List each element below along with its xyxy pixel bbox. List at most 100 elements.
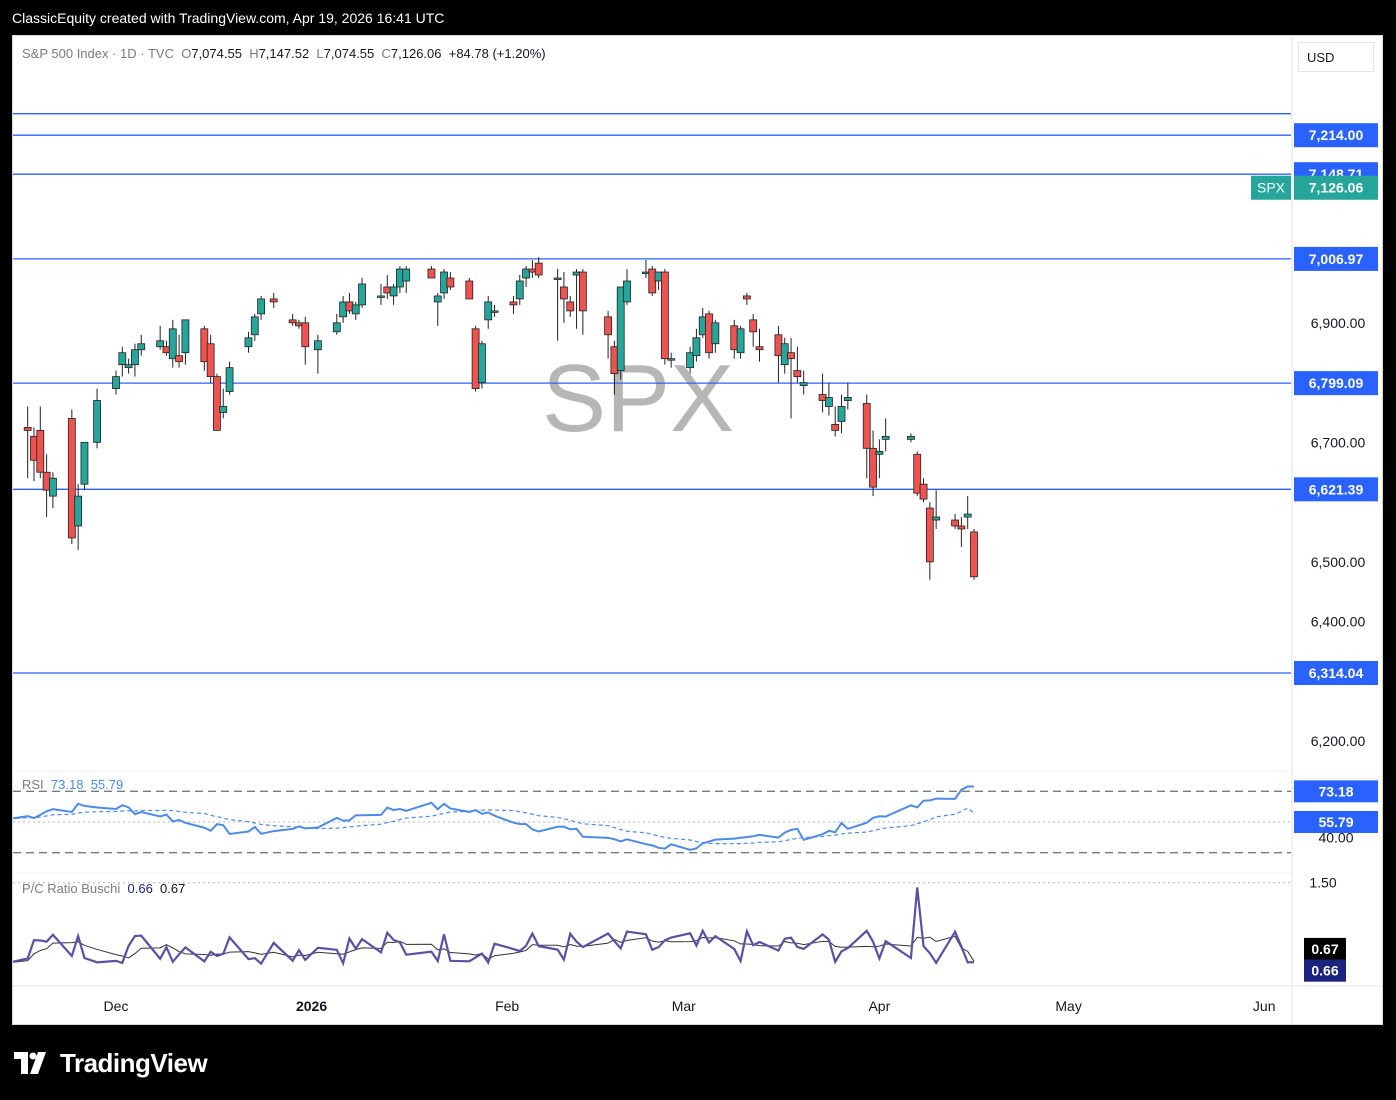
last-price-label: 7,126.06 — [1309, 180, 1364, 196]
candle-body — [604, 316, 612, 336]
candle-body — [465, 280, 474, 300]
candle-body — [623, 280, 631, 303]
candle-body — [175, 355, 183, 363]
level-label: 6,799.09 — [1309, 375, 1364, 391]
candle-body — [925, 507, 934, 563]
pc-value-label: 0.66 — [1311, 963, 1338, 979]
candle-body — [301, 322, 310, 348]
candle-body — [522, 268, 530, 279]
candle-body — [566, 301, 575, 312]
candle-body — [244, 337, 253, 348]
pc-ma-value-label: 0.67 — [1311, 941, 1338, 957]
level-label: 6,314.04 — [1309, 665, 1364, 681]
price-axis-tick: 6,400.00 — [1311, 614, 1366, 630]
candle-body — [749, 319, 758, 333]
rsi-ma-value-label: 55.79 — [1318, 814, 1353, 830]
rsi-line — [13, 785, 974, 851]
candle-body — [843, 397, 852, 401]
candle-body — [288, 319, 297, 324]
candle-body — [616, 286, 625, 372]
candle-body — [736, 328, 745, 354]
rsi-axis-tick: 40.00 — [1318, 829, 1353, 845]
candle-body — [377, 295, 385, 298]
candle-body — [970, 531, 978, 578]
time-axis-tick: Dec — [104, 998, 129, 1014]
time-axis-tick: 2026 — [296, 998, 327, 1014]
high-label: H — [249, 46, 259, 61]
close-value: 7,126.06 — [390, 46, 442, 61]
watermark-symbol: SPX — [542, 345, 734, 452]
pc-ma-line — [13, 935, 975, 963]
candle-body — [137, 343, 146, 351]
candle-body — [74, 495, 83, 527]
candle-body — [269, 298, 278, 303]
symbol-legend: S&P 500 Index · 1D · TVC O7,074.55 H7,14… — [22, 46, 546, 61]
candle-body — [219, 406, 228, 413]
pc-ma-value-bg — [1304, 937, 1346, 960]
chart-canvas[interactable]: SPX 6,200.00 6,400.00 6,500.00 6,700.00 6,900… — [13, 36, 1382, 1024]
rsi-ma-line — [13, 807, 975, 845]
close-label: C — [381, 46, 391, 61]
level-label-bg — [1294, 246, 1378, 271]
candle-body — [168, 328, 177, 360]
candle-body — [36, 429, 45, 473]
change-value: +84.78 (+1.20%) — [448, 46, 546, 61]
candle-body — [913, 453, 922, 494]
candle-body — [686, 352, 695, 369]
chart-frame[interactable]: SPX 6,200.00 6,400.00 6,500.00 6,700.00 6,900… — [12, 35, 1383, 1025]
price-axis-tick: 6,200.00 — [1311, 733, 1366, 749]
open-value: 7,074.55 — [191, 46, 242, 61]
open-label: O — [181, 46, 192, 61]
candle-body — [742, 295, 751, 300]
low-label: L — [316, 46, 324, 61]
candle-body — [515, 280, 524, 300]
candle-body — [919, 483, 928, 500]
candle-body — [799, 382, 808, 386]
pc-value-bg — [1304, 959, 1346, 982]
price-axis-tick: 6,700.00 — [1311, 434, 1366, 450]
candle-body — [433, 295, 442, 303]
rsi-name: RSI — [22, 777, 44, 792]
candle-body — [534, 262, 543, 276]
candle-body — [156, 340, 165, 348]
candle-body — [93, 400, 101, 443]
pc-legend: P/C Ratio Buschi 0.66 0.67 — [22, 881, 185, 896]
pc-axis-tick: 1.50 — [1309, 875, 1336, 891]
level-label-bg — [1294, 371, 1378, 396]
level-label: 7,006.97 — [1309, 251, 1364, 267]
time-axis-tick: May — [1055, 998, 1081, 1014]
pc-line — [13, 887, 975, 967]
tradingview-logo[interactable]: TradingView — [14, 1046, 208, 1080]
candle-body — [881, 435, 890, 440]
candle-body — [23, 427, 32, 431]
symbol-name: S&P 500 Index · 1D · TVC — [22, 46, 174, 61]
tradingview-brand: TradingView — [60, 1047, 208, 1078]
candle-body — [755, 346, 764, 351]
rsi-legend: RSI 73.18 55.79 — [22, 777, 123, 792]
currency-button[interactable]: USD — [1298, 42, 1374, 72]
pc-value-2: 0.67 — [160, 881, 186, 896]
symbol-tag-bg — [1251, 175, 1291, 200]
candle-body — [478, 343, 486, 383]
candle-body — [313, 340, 322, 351]
candle-body — [181, 319, 190, 354]
candle-body — [257, 298, 266, 315]
rsi-value: 73.18 — [50, 777, 84, 792]
candle-body — [80, 441, 89, 485]
candle-body — [869, 447, 877, 488]
level-label: 7,214.00 — [1309, 127, 1364, 143]
candle-body — [446, 277, 455, 288]
level-label-bg — [1294, 477, 1378, 502]
pc-value-1: 0.66 — [127, 881, 153, 896]
candle-body — [578, 271, 587, 312]
candle-body — [509, 301, 518, 306]
attribution: ClassicEquity created with TradingView.c… — [12, 10, 445, 26]
candle-body — [332, 322, 341, 333]
candle-body — [692, 337, 701, 357]
candle-body — [427, 268, 436, 279]
rsi-value-bg — [1294, 780, 1378, 803]
level-label-bg — [1294, 660, 1378, 685]
rsi-ma-value-bg — [1294, 811, 1378, 833]
candle-body — [118, 352, 127, 366]
candle-body — [250, 316, 259, 336]
